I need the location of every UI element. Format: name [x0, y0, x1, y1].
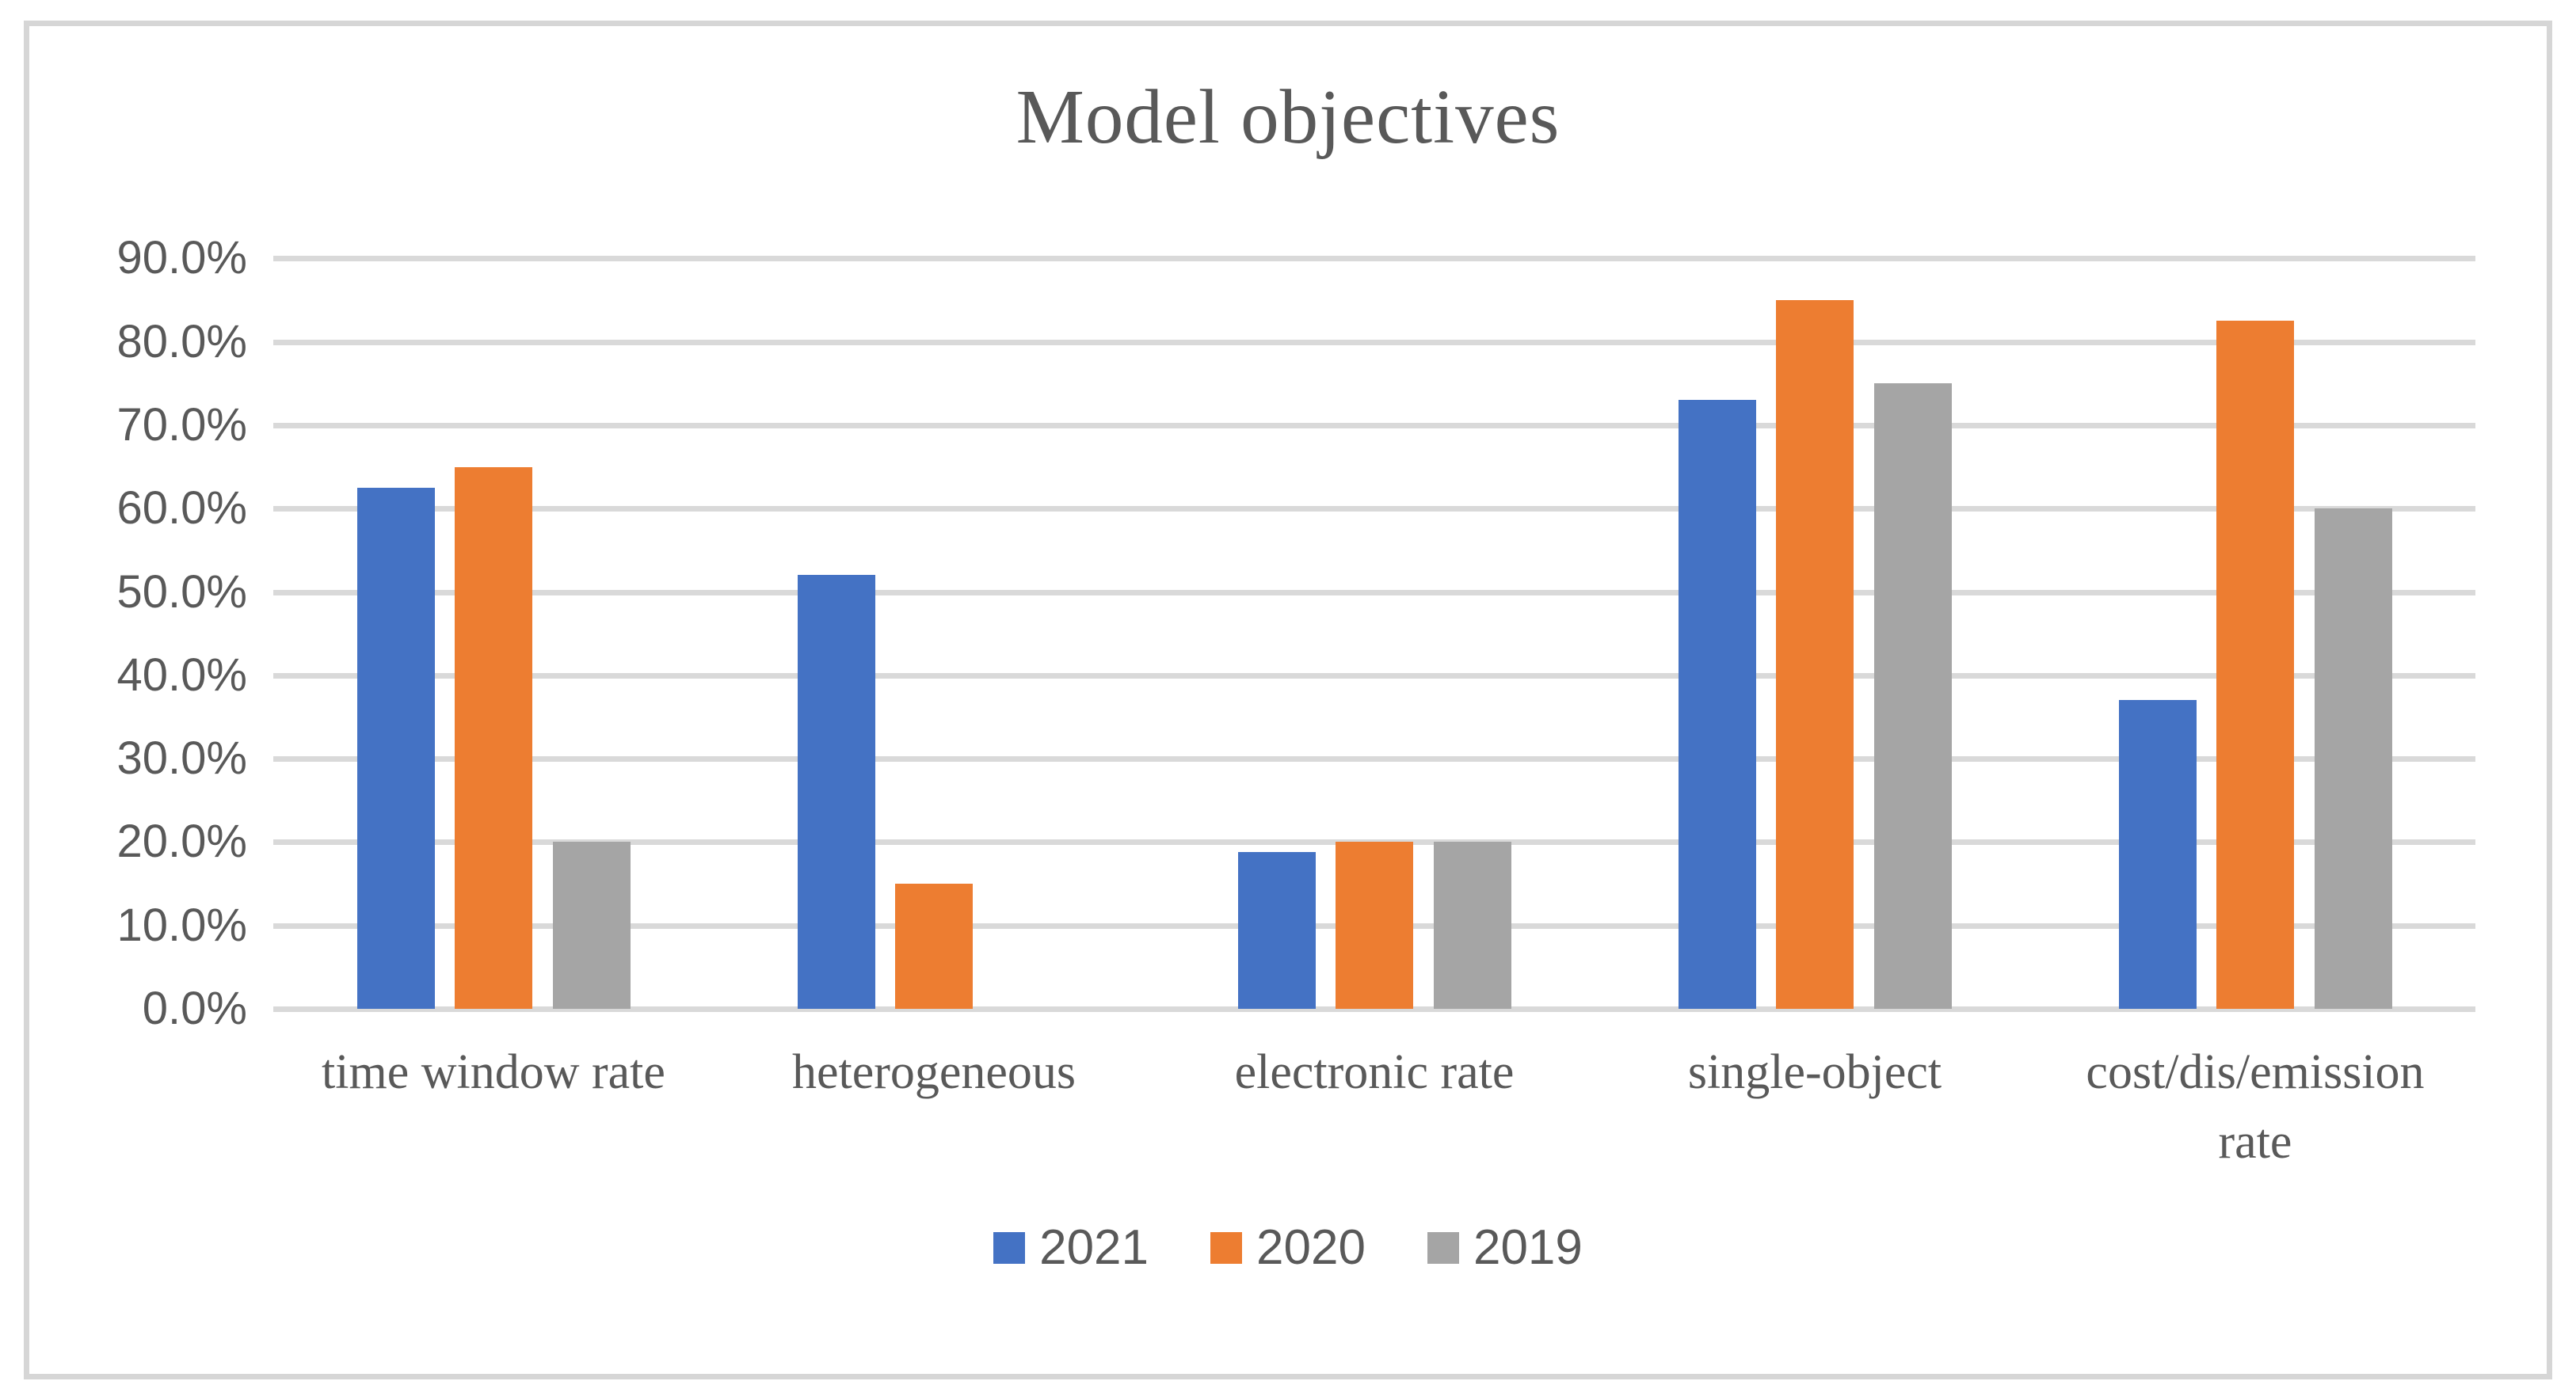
y-tick-label-40: 40.0% — [116, 649, 247, 701]
gridline-90 — [273, 256, 2475, 262]
gridline-30 — [273, 756, 2475, 763]
legend-swatch-2020 — [1210, 1232, 1243, 1264]
gridline-70 — [273, 422, 2475, 428]
bar-2021-heterogeneous — [797, 575, 875, 1009]
y-tick-label-50: 50.0% — [116, 565, 247, 618]
gridline-60 — [273, 506, 2475, 512]
bar-2020-single-object — [1776, 299, 1854, 1009]
legend-label-2019: 2019 — [1473, 1220, 1583, 1275]
legend-item-2019: 2019 — [1427, 1223, 1583, 1273]
y-tick-label-70: 70.0% — [116, 398, 247, 451]
bar-2020-cost-dis-emission-rate — [2216, 321, 2294, 1009]
legend-item-2020: 2020 — [1210, 1223, 1366, 1273]
category-label-heterogeneous: heterogeneous — [791, 1045, 1077, 1099]
category-label-electronic-rate: electronic rate — [1234, 1045, 1515, 1099]
chart-border — [24, 21, 2552, 1379]
gridline-0 — [273, 1006, 2475, 1012]
bar-2019-electronic-rate — [1433, 842, 1511, 1009]
bar-2021-cost-dis-emission-rate — [2118, 700, 2197, 1009]
bar-2019-time-window-rate — [552, 842, 631, 1009]
y-tick-label-30: 30.0% — [116, 732, 247, 785]
legend-label-2020: 2020 — [1256, 1220, 1366, 1275]
bar-2019-cost-dis-emission-rate — [2314, 508, 2392, 1009]
y-tick-label-80: 80.0% — [116, 315, 247, 367]
bar-2021-electronic-rate — [1237, 852, 1316, 1009]
y-tick-label-10: 10.0% — [116, 899, 247, 951]
gridline-40 — [273, 672, 2475, 679]
gridline-50 — [273, 589, 2475, 595]
y-tick-label-60: 60.0% — [116, 482, 247, 535]
legend-label-2021: 2021 — [1039, 1220, 1149, 1275]
y-tick-label-20: 20.0% — [116, 816, 247, 868]
chart-title: Model objectives — [1016, 74, 1560, 159]
bar-2020-electronic-rate — [1336, 842, 1413, 1009]
legend-item-2021: 2021 — [993, 1223, 1149, 1273]
bar-2021-time-window-rate — [356, 487, 435, 1009]
bar-2021-single-object — [1678, 400, 1756, 1009]
chart-legend: 2021 2020 2019 — [0, 1223, 2576, 1273]
bar-2020-time-window-rate — [455, 466, 532, 1009]
y-tick-label-0: 0.0% — [142, 983, 247, 1034]
legend-swatch-2021 — [993, 1232, 1026, 1264]
legend-swatch-2019 — [1427, 1232, 1459, 1264]
bar-2020-heterogeneous — [895, 884, 973, 1009]
bar-2019-single-object — [1873, 383, 1952, 1009]
category-label-time-window-rate: time window rate — [322, 1045, 665, 1099]
category-label-cost-dis-emission-rate: cost/dis/emission rate — [2086, 1045, 2425, 1169]
category-label-single-object: single-object — [1687, 1045, 1942, 1099]
y-tick-label-90: 90.0% — [116, 232, 247, 284]
gridline-80 — [273, 339, 2475, 345]
